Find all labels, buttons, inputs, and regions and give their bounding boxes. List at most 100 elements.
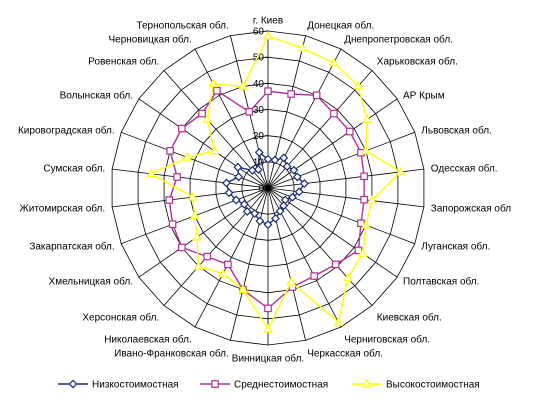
- data-point-s0-21: [234, 172, 244, 182]
- category-label-21: Кировоградская обл.: [18, 124, 115, 136]
- category-label-13: Винницкая обл.: [232, 353, 304, 365]
- series-layer: [146, 31, 406, 333]
- data-point-s1-7: [360, 195, 368, 204]
- category-label-1: Донецкая обл.: [307, 19, 374, 31]
- data-point-s0-25: [254, 147, 264, 157]
- data-point-s2-5: [361, 145, 371, 155]
- data-point-s1-23: [198, 109, 206, 118]
- spoke-21: [121, 131, 269, 189]
- category-label-14: Ивано-Франковская обл.: [114, 348, 229, 360]
- data-point-s2-21: [182, 152, 193, 161]
- data-point-s2-8: [361, 219, 371, 229]
- data-point-s2-11: [333, 317, 344, 326]
- data-point-s1-16: [203, 252, 212, 261]
- data-point-s2-16: [193, 261, 204, 270]
- series-2: [146, 31, 406, 333]
- data-point-s2-7: [367, 195, 377, 205]
- tick-label-50: 50: [253, 53, 265, 64]
- series-0: [221, 147, 309, 230]
- data-point-s0-5: [292, 172, 302, 182]
- data-point-s2-6: [395, 166, 406, 176]
- category-label-7: Запорожская обл: [431, 202, 511, 214]
- legend: Низкостоимостная Среднестоимостная Высокос…: [58, 378, 480, 391]
- data-point-s2-3: [353, 80, 364, 90]
- data-point-s2-23: [202, 114, 213, 123]
- data-point-s1-24: [213, 86, 221, 95]
- data-point-s2-22: [209, 145, 219, 155]
- data-point-s0-14: [255, 216, 265, 226]
- data-point-s0-0: [263, 154, 273, 164]
- legend-label-0: Низкостоимостная: [92, 380, 179, 391]
- data-point-s0-7: [294, 187, 304, 197]
- data-point-s1-20: [173, 173, 181, 181]
- category-label-17: Хмельницкая обл.: [49, 276, 133, 288]
- data-point-s0-10: [279, 201, 289, 211]
- data-point-s1-15: [224, 260, 232, 269]
- data-point-s2-10: [342, 272, 353, 282]
- category-label-5: Львовская обл.: [421, 124, 492, 136]
- category-label-25: Тернопольская обл.: [136, 19, 228, 31]
- category-labels: г. Киев Донецкая обл. Днепропетровская обл…: [18, 16, 511, 365]
- data-point-s0-4: [289, 165, 299, 175]
- category-label-4: АР Крым: [403, 90, 445, 101]
- tick-label-30: 30: [253, 105, 265, 116]
- data-point-s0-6: [299, 179, 309, 189]
- spoke-16: [163, 187, 269, 306]
- data-point-s0-15: [250, 209, 260, 218]
- data-point-s1-19: [165, 196, 174, 204]
- data-point-s0-11: [275, 206, 285, 216]
- data-point-s0-18: [231, 195, 241, 205]
- category-label-15: Николаевская обл.: [104, 334, 192, 346]
- legend-item-2: Высокостоимостная: [352, 378, 480, 391]
- category-label-16: Херсонская обл.: [82, 311, 159, 323]
- spoke-20: [112, 168, 269, 189]
- category-label-20: Сумская обл.: [43, 163, 105, 175]
- data-point-s0-22: [233, 162, 243, 172]
- data-point-s0-17: [239, 199, 249, 209]
- legend-marker-0: [68, 379, 78, 389]
- data-point-s1-10: [331, 260, 340, 269]
- spoke-4: [267, 98, 398, 189]
- data-point-s1-11: [310, 272, 319, 280]
- series-1: [165, 86, 368, 313]
- data-point-s2-1: [297, 43, 308, 52]
- data-point-s1-18: [168, 220, 177, 228]
- data-point-s2-0: [263, 31, 273, 40]
- category-label-10: Киевская обл.: [377, 311, 442, 323]
- spoke-24: [194, 48, 269, 189]
- tick-label-0: 0: [258, 184, 264, 195]
- spoke-9: [267, 187, 398, 278]
- data-point-s0-1: [270, 155, 280, 165]
- data-point-s0-24: [253, 165, 263, 174]
- category-label-2: Днепропетровская обл.: [344, 33, 453, 45]
- data-point-s2-24: [208, 78, 219, 88]
- legend-label-1: Среднестоимостная: [234, 380, 328, 391]
- category-label-3: Харьковская обл.: [377, 56, 458, 68]
- data-point-s1-2: [312, 91, 321, 100]
- legend-marker-2: [362, 378, 372, 388]
- data-point-s2-12: [286, 276, 296, 286]
- data-point-s0-3: [282, 162, 292, 171]
- data-point-s1-22: [178, 124, 186, 133]
- data-point-s0-12: [271, 214, 280, 223]
- category-label-9: Полтавская обл.: [403, 276, 479, 288]
- tick-label-40: 40: [253, 79, 265, 90]
- category-label-18: Закарпатская обл.: [29, 241, 114, 253]
- category-label-19: Житомирская обл.: [20, 202, 106, 214]
- spoke-22: [138, 98, 269, 189]
- legend-item-0: Низкостоимостная: [58, 380, 179, 391]
- data-point-s1-21: [166, 147, 174, 155]
- data-point-s0-13: [263, 220, 273, 230]
- category-label-12: Черкасская обл.: [307, 348, 383, 360]
- data-point-s2-4: [362, 114, 372, 124]
- data-point-s0-20: [221, 178, 231, 188]
- data-point-s0-8: [288, 192, 297, 202]
- data-point-s1-25: [245, 107, 254, 116]
- data-point-s2-19: [187, 191, 198, 201]
- legend-marker-1: [211, 380, 219, 388]
- data-point-s0-19: [224, 188, 234, 198]
- category-label-24: Черновицкая обл.: [108, 33, 191, 45]
- data-point-s1-3: [330, 109, 338, 118]
- spoke-5: [267, 131, 415, 189]
